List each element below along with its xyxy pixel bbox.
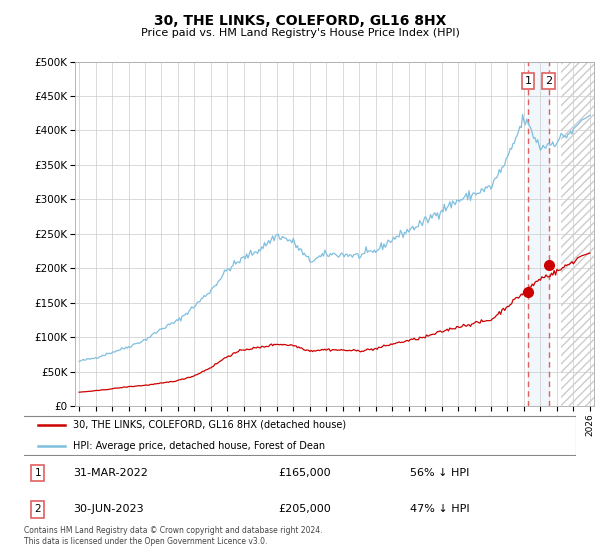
- Text: 1: 1: [524, 76, 532, 86]
- Text: 30-JUN-2023: 30-JUN-2023: [74, 505, 145, 515]
- Bar: [561, 62, 598, 406]
- FancyBboxPatch shape: [21, 416, 576, 455]
- Text: 2: 2: [545, 76, 552, 86]
- Text: Contains HM Land Registry data © Crown copyright and database right 2024.
This d: Contains HM Land Registry data © Crown c…: [24, 526, 323, 546]
- Text: £205,000: £205,000: [278, 505, 331, 515]
- Text: Price paid vs. HM Land Registry's House Price Index (HPI): Price paid vs. HM Land Registry's House …: [140, 28, 460, 38]
- Text: 31-MAR-2022: 31-MAR-2022: [74, 468, 149, 478]
- Text: 30, THE LINKS, COLEFORD, GL16 8HX (detached house): 30, THE LINKS, COLEFORD, GL16 8HX (detac…: [73, 420, 346, 430]
- Text: £165,000: £165,000: [278, 468, 331, 478]
- Text: 1: 1: [34, 468, 41, 478]
- Text: HPI: Average price, detached house, Forest of Dean: HPI: Average price, detached house, Fore…: [73, 441, 325, 451]
- Text: 30, THE LINKS, COLEFORD, GL16 8HX: 30, THE LINKS, COLEFORD, GL16 8HX: [154, 14, 446, 28]
- Text: 56% ↓ HPI: 56% ↓ HPI: [410, 468, 470, 478]
- Text: 47% ↓ HPI: 47% ↓ HPI: [410, 505, 470, 515]
- Bar: [561, 62, 598, 406]
- Text: 2: 2: [34, 505, 41, 515]
- Bar: [528, 62, 548, 406]
